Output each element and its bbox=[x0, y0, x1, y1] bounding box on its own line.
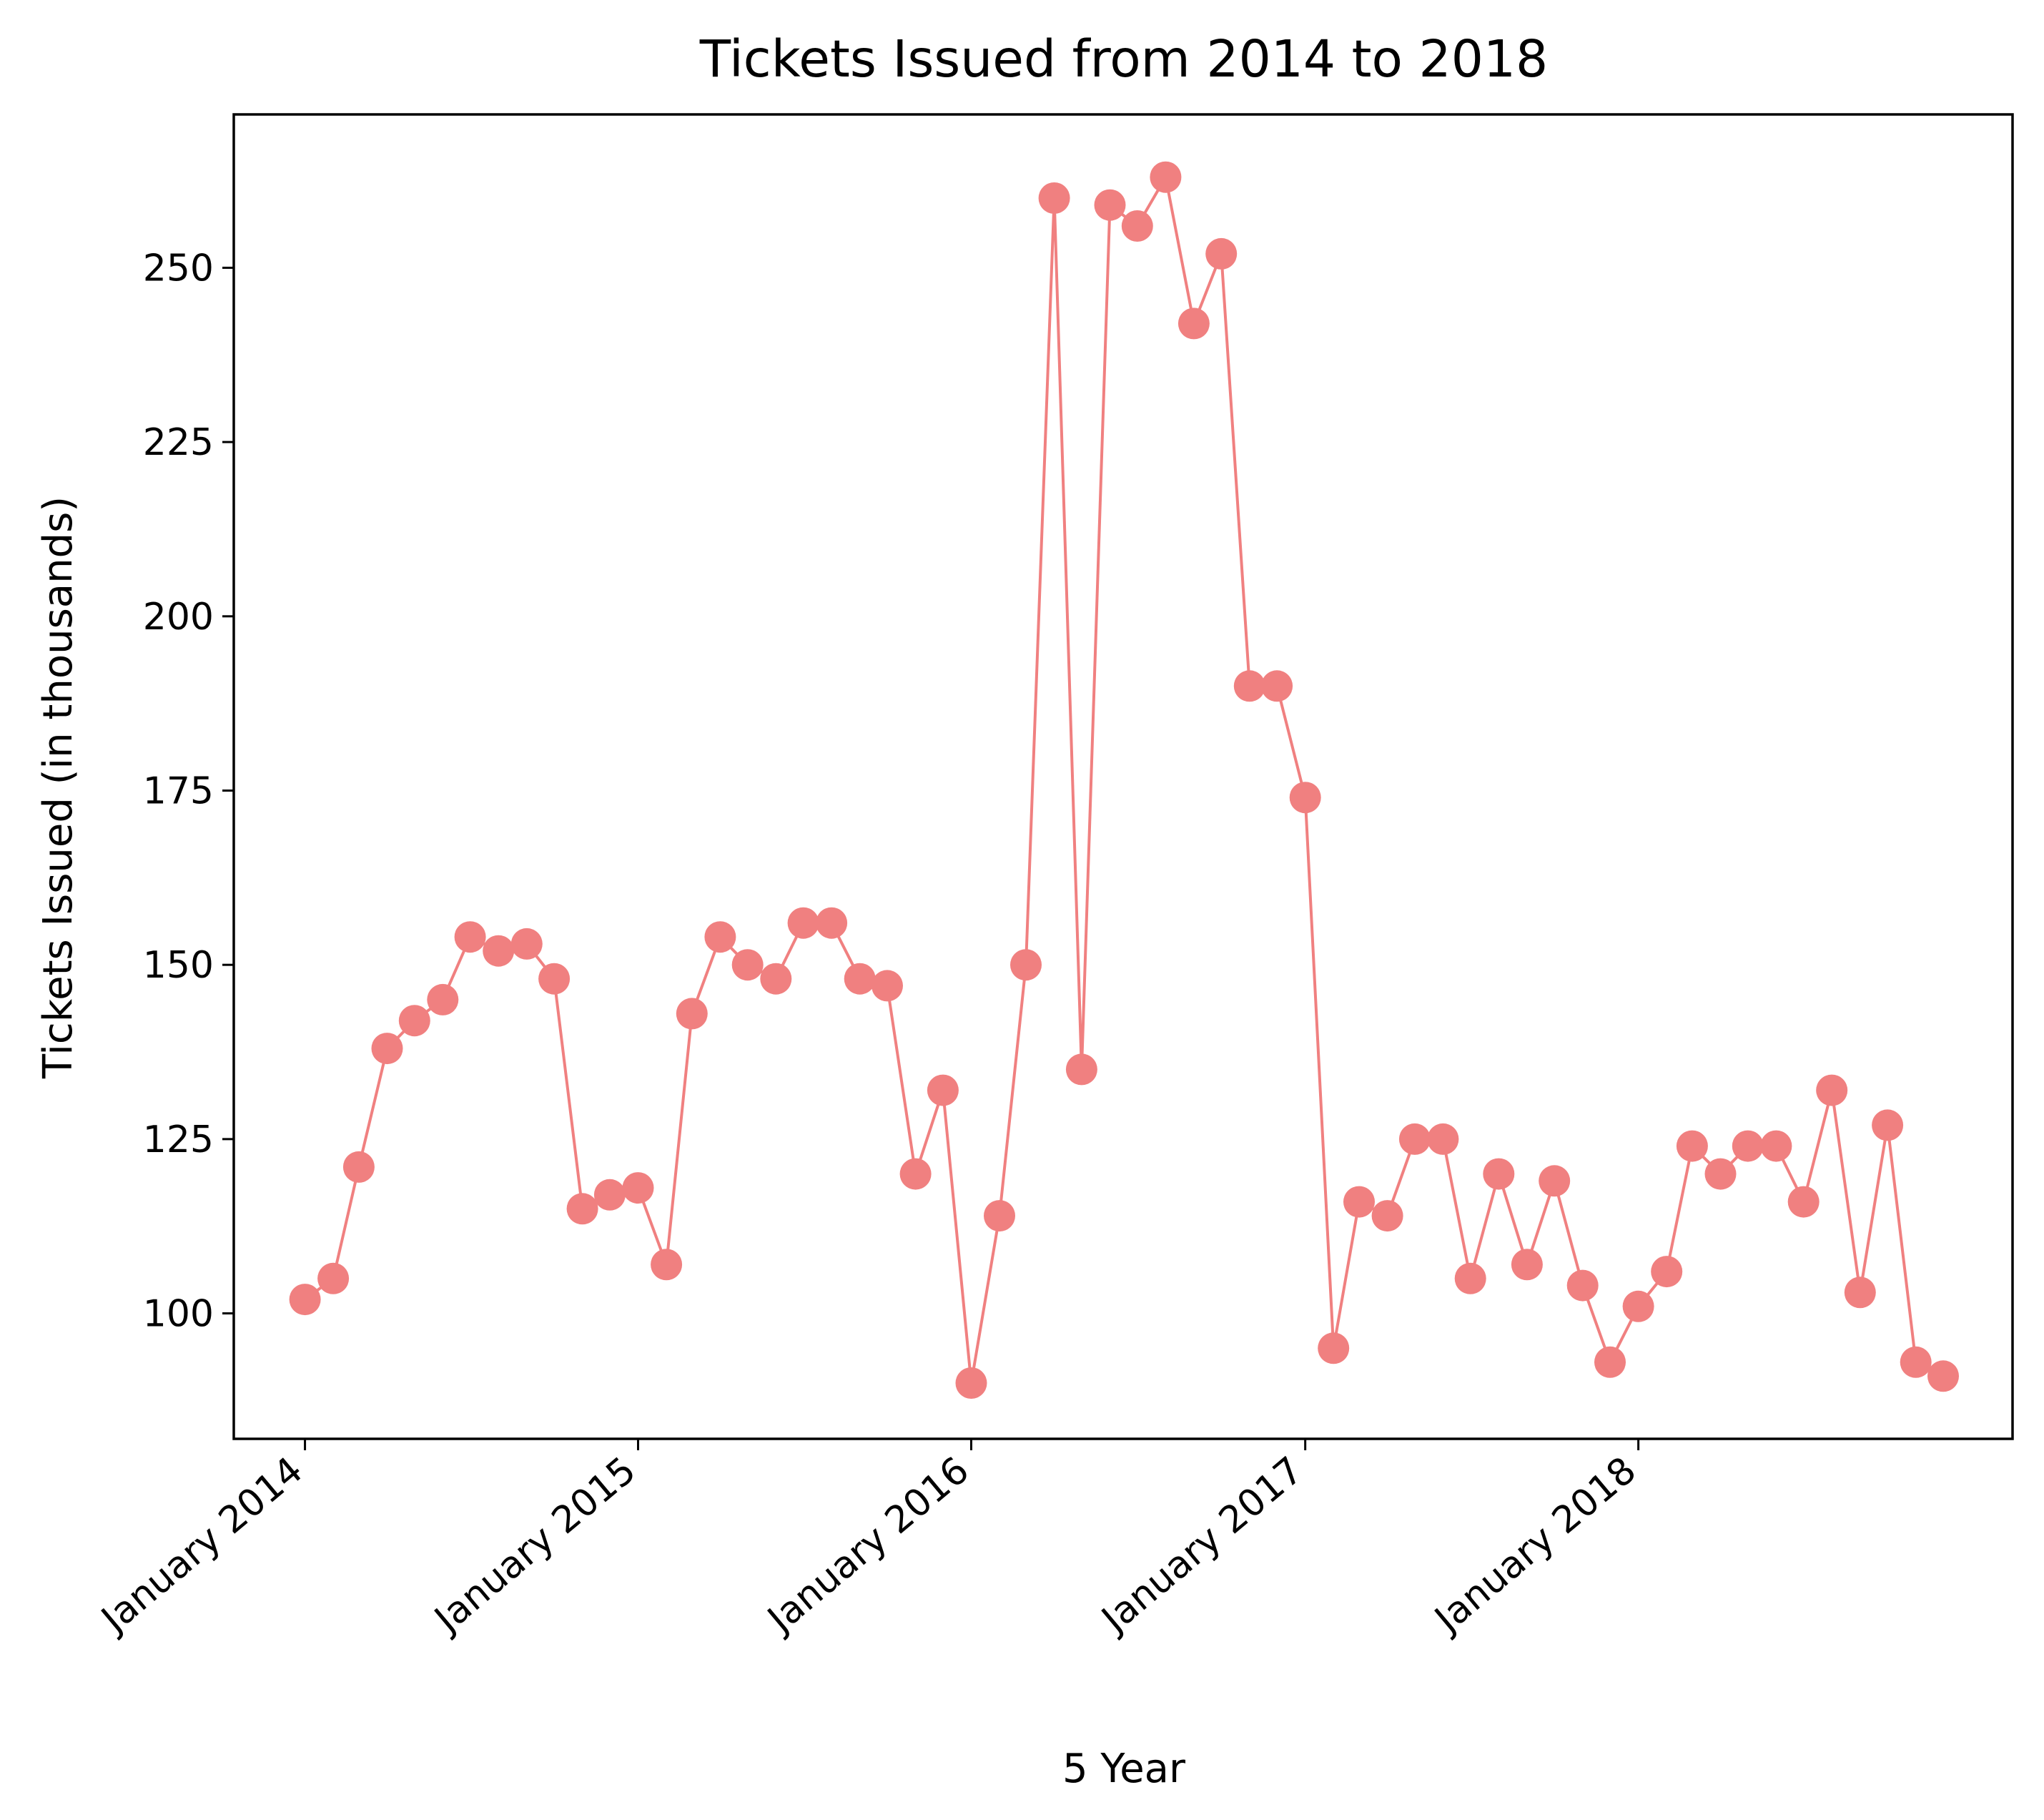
x-axis-label: 5 Year bbox=[1062, 1746, 1186, 1792]
data-point bbox=[593, 1179, 626, 1211]
data-point bbox=[1065, 1053, 1097, 1086]
data-point bbox=[927, 1074, 959, 1106]
y-tick-label: 225 bbox=[143, 421, 214, 464]
data-point bbox=[1177, 308, 1210, 340]
data-point bbox=[1651, 1256, 1683, 1288]
data-point bbox=[955, 1367, 987, 1399]
data-point bbox=[984, 1200, 1015, 1232]
y-tick-label: 200 bbox=[143, 596, 214, 639]
data-point bbox=[1398, 1123, 1431, 1155]
x-tick-label: January 2017 bbox=[1092, 1449, 1311, 1642]
data-point bbox=[1872, 1109, 1904, 1141]
data-point bbox=[510, 928, 543, 960]
data-point bbox=[1261, 670, 1293, 702]
chart-title: Tickets Issued from 2014 to 2018 bbox=[699, 29, 1548, 89]
y-tick-label: 175 bbox=[143, 769, 214, 812]
data-point bbox=[1760, 1130, 1792, 1162]
data-point bbox=[289, 1284, 321, 1316]
series-line bbox=[304, 175, 1944, 1384]
y-axis-label: Tickets Issued (in thousands) bbox=[35, 496, 82, 1079]
x-tick-label: January 2018 bbox=[1426, 1449, 1644, 1642]
data-point bbox=[1483, 1158, 1515, 1190]
data-point bbox=[1094, 189, 1126, 221]
data-point bbox=[1816, 1074, 1848, 1106]
x-tick-label: January 2014 bbox=[92, 1449, 311, 1642]
data-point bbox=[1233, 670, 1265, 702]
y-tick-label: 150 bbox=[143, 944, 214, 987]
data-point bbox=[1427, 1123, 1459, 1155]
data-point bbox=[566, 1193, 598, 1225]
data-point bbox=[1927, 1360, 1959, 1392]
data-point bbox=[1205, 237, 1238, 270]
data-point bbox=[1511, 1249, 1543, 1281]
data-point bbox=[676, 998, 708, 1030]
y-tick-label: 125 bbox=[143, 1118, 214, 1161]
data-point bbox=[1566, 1269, 1599, 1302]
data-point bbox=[899, 1158, 932, 1190]
data-point bbox=[704, 921, 736, 953]
data-point bbox=[872, 970, 903, 1002]
data-point bbox=[816, 907, 848, 939]
data-point bbox=[1371, 1200, 1403, 1232]
data-point bbox=[1539, 1165, 1571, 1197]
data-point bbox=[342, 1151, 375, 1183]
data-point bbox=[1150, 161, 1182, 193]
data-point bbox=[398, 1005, 430, 1037]
data-point bbox=[483, 935, 515, 967]
data-point bbox=[1900, 1346, 1932, 1378]
data-point bbox=[1844, 1277, 1876, 1309]
data-point bbox=[622, 1172, 654, 1204]
x-tick-label: January 2016 bbox=[759, 1449, 977, 1642]
data-point bbox=[1289, 782, 1321, 814]
data-point bbox=[1121, 210, 1153, 242]
data-point bbox=[1318, 1332, 1350, 1364]
data-point bbox=[844, 963, 876, 995]
data-point bbox=[787, 907, 819, 939]
data-point bbox=[1038, 182, 1070, 214]
data-point bbox=[1010, 949, 1042, 981]
data-point bbox=[1787, 1186, 1820, 1218]
y-tick-label: 250 bbox=[143, 247, 214, 290]
data-point bbox=[1454, 1262, 1486, 1294]
data-point bbox=[1732, 1130, 1764, 1162]
data-point bbox=[371, 1033, 403, 1065]
data-point bbox=[1343, 1186, 1375, 1218]
data-point bbox=[760, 963, 792, 995]
data-point bbox=[1676, 1130, 1708, 1162]
plot-frame bbox=[232, 113, 2014, 1440]
data-point bbox=[1622, 1290, 1654, 1322]
data-point bbox=[538, 963, 571, 995]
plot-area: 100 125 150 175 200 225 250 January 2014 January… bbox=[92, 113, 2014, 1642]
data-point bbox=[317, 1262, 350, 1294]
data-point bbox=[427, 983, 459, 1015]
data-point bbox=[1594, 1346, 1626, 1378]
data-point bbox=[731, 949, 764, 981]
y-tick-label: 100 bbox=[143, 1293, 214, 1336]
data-point bbox=[1704, 1158, 1737, 1190]
data-point bbox=[651, 1249, 683, 1281]
data-point bbox=[454, 921, 486, 953]
x-tick-label: January 2015 bbox=[425, 1449, 644, 1642]
